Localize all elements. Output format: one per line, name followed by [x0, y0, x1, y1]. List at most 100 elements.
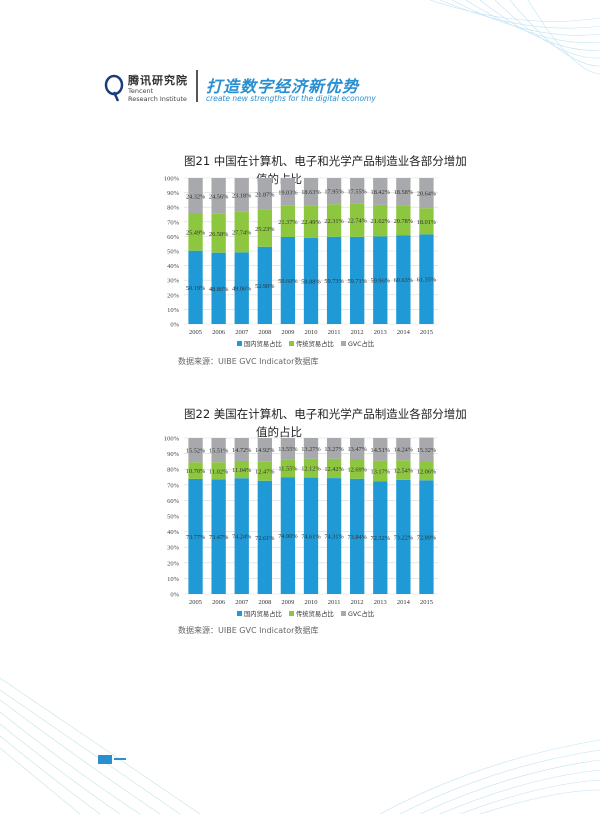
data-label: 73.22% [394, 534, 414, 541]
logo-name-cn: 腾讯研究院 [128, 74, 188, 87]
data-label: 14.92% [255, 447, 275, 454]
bar-segment-gvc [419, 178, 434, 209]
bar-segment-traditional [188, 462, 203, 479]
x-tick-label: 2012 [351, 329, 364, 336]
data-label: 11.55% [278, 466, 298, 473]
bar-segment-traditional [396, 205, 411, 236]
chart-usa-value-added-share: 0% 10% 20% 30% 40% 50% 60% 70% 80% 90% 100% 73.77% 1… [164, 436, 438, 618]
bar-segment-gvc [326, 178, 342, 205]
bar-segment-domestic [373, 236, 388, 324]
bar-segment-traditional [326, 204, 342, 237]
data-label: 59.71% [347, 278, 367, 285]
data-label: 25.23% [255, 226, 275, 233]
data-label: 52.90% [255, 283, 275, 290]
data-label: 74.61% [301, 533, 321, 540]
data-label: 61.35% [417, 277, 437, 284]
x-tick-label: 2009 [281, 599, 294, 606]
data-label: 14.51% [371, 447, 391, 454]
data-label: 72.32% [371, 535, 391, 542]
data-label: 13.47% [347, 446, 367, 453]
bar-segment-gvc [257, 178, 272, 210]
x-tick-label: 2012 [351, 599, 364, 606]
y-tick-label: 60% [167, 498, 180, 505]
data-label: 59.96% [371, 278, 391, 285]
data-label: 19.03% [278, 189, 298, 196]
data-label: 20.78% [394, 218, 414, 225]
data-label: 12.12% [301, 466, 321, 473]
x-tick-label: 2011 [328, 599, 341, 606]
legend-swatch [341, 341, 346, 346]
data-label: 13.17% [371, 468, 391, 475]
y-tick-label: 50% [167, 514, 180, 521]
bar-segment-traditional [211, 462, 226, 480]
bar-segment-traditional [419, 461, 434, 481]
data-label: 59.60% [278, 278, 298, 285]
bar-segment-gvc [234, 438, 249, 461]
bar-segment-domestic [326, 236, 342, 324]
bar-segment-gvc [396, 178, 411, 206]
legend-label: GVC占比 [348, 609, 374, 618]
figure-21-source: 数据来源：UIBE GVC Indicator数据库 [178, 357, 319, 366]
data-label: 72.61% [255, 535, 275, 542]
y-tick-label: 100% [164, 176, 180, 183]
page-number-marker [98, 755, 112, 764]
bar-segment-domestic [373, 481, 388, 594]
data-label: 12.47% [255, 469, 275, 476]
figure-22-title: 图22 美国在计算机、电子和光学产品制造业各部分增加 值的占比 [184, 406, 467, 440]
y-tick-label: 80% [167, 467, 180, 474]
data-label: 12.06% [417, 468, 437, 475]
bar-segment-domestic [326, 478, 342, 594]
slogan-en: create new strengths for the digital eco… [206, 94, 376, 103]
bar-segment-domestic [419, 480, 434, 594]
bar-segment-traditional [234, 211, 249, 253]
y-tick-label: 100% [164, 436, 180, 443]
figure-22-title-line1: 图22 美国在计算机、电子和光学产品制造业各部分增加 [184, 407, 467, 421]
bar-segment-domestic [396, 235, 411, 324]
logo-en-line1: Tencent [128, 87, 154, 95]
y-tick-label: 90% [167, 190, 180, 197]
y-tick-label: 20% [167, 560, 180, 567]
data-label: 15.52% [186, 448, 206, 455]
bar-segment-domestic [211, 479, 226, 594]
bar-segment-domestic [234, 478, 249, 594]
data-label: 74.90% [278, 533, 298, 540]
bar-segment-traditional [373, 204, 388, 237]
figure-21-title-line1: 图21 中国在计算机、电子和光学产品制造业各部分增加 [184, 154, 467, 168]
slogan-cn: 打造数字经济新优势 [206, 77, 360, 96]
bar-segment-gvc [188, 438, 203, 463]
data-label: 24.32% [186, 193, 206, 200]
data-label: 74.24% [232, 534, 252, 541]
legend-swatch [289, 611, 294, 616]
y-tick-label: 40% [167, 263, 180, 270]
data-label: 23.18% [232, 192, 252, 199]
data-label: 22.74% [347, 218, 367, 225]
bar-segment-gvc [373, 438, 388, 461]
data-label: 13.55% [278, 446, 298, 453]
data-label: 58.88% [301, 279, 321, 286]
bar-segment-domestic [211, 252, 226, 324]
data-label: 18.63% [301, 189, 321, 196]
bar-segment-gvc [303, 178, 319, 206]
legend-label: 国内贸易占比 [244, 339, 282, 348]
data-label: 48.86% [209, 286, 229, 293]
y-tick-label: 0% [170, 592, 179, 599]
bar-segment-traditional [326, 458, 342, 479]
bar-segment-domestic [303, 238, 319, 324]
data-label: 15.32% [417, 447, 437, 454]
legend-label: 传统贸易占比 [296, 339, 334, 348]
data-label: 11.02% [209, 468, 229, 475]
data-label: 14.24% [394, 447, 414, 454]
bar-segment-gvc [396, 438, 411, 461]
bar-segment-gvc [211, 438, 226, 463]
legend-label: 国内贸易占比 [244, 609, 282, 618]
data-label: 18.58% [394, 189, 414, 196]
x-tick-label: 2013 [374, 599, 387, 606]
bar-segment-gvc [350, 438, 365, 460]
y-tick-label: 70% [167, 219, 180, 226]
data-label: 73.77% [186, 534, 206, 541]
y-tick-label: 10% [167, 307, 180, 314]
bar-segment-gvc [234, 178, 249, 212]
data-label: 25.49% [186, 230, 206, 237]
legend-swatch [237, 341, 242, 346]
data-label: 22.49% [301, 219, 321, 226]
